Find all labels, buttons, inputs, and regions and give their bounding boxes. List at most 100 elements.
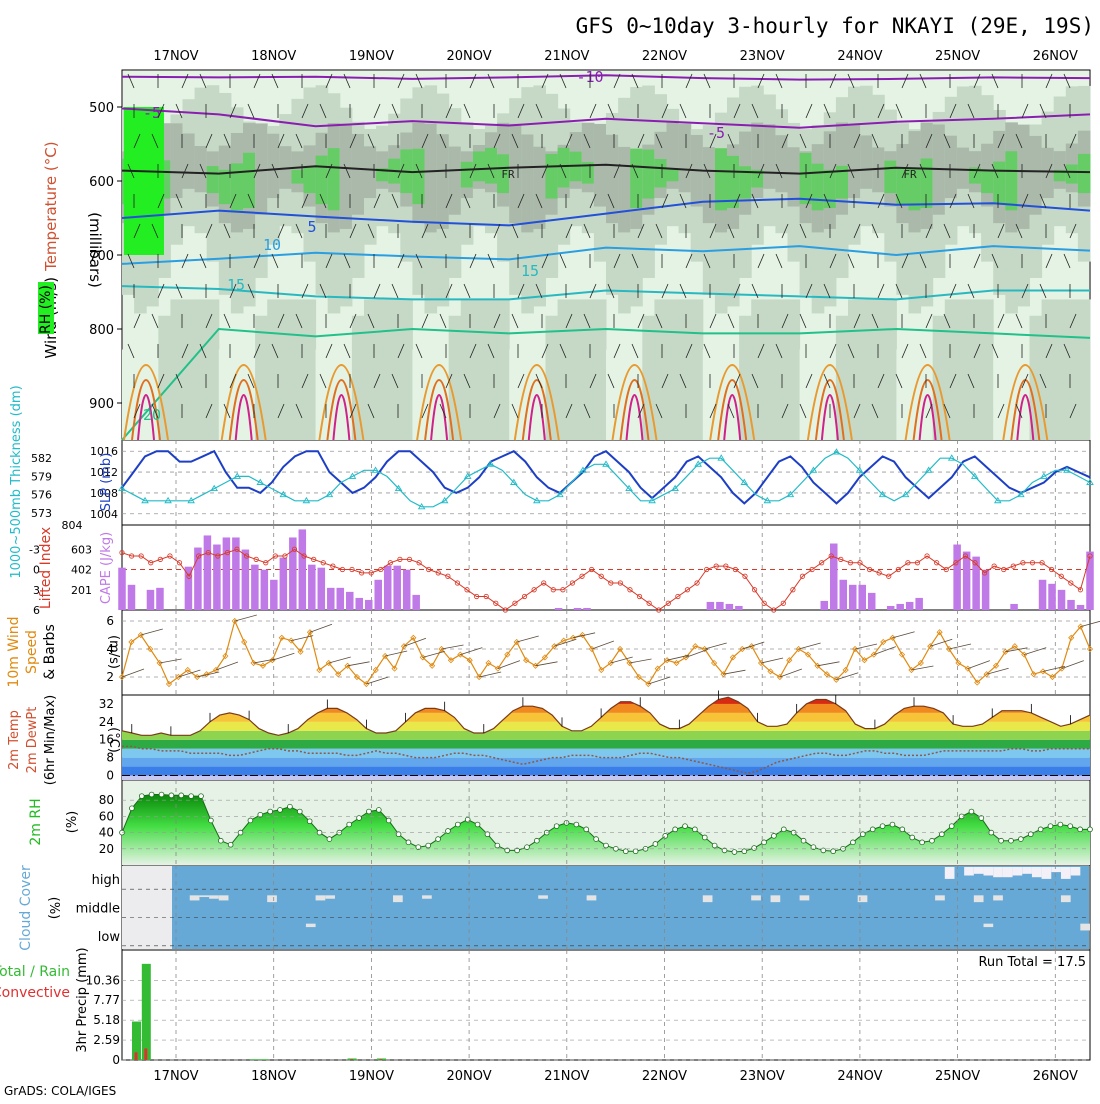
- lifted-marker: [157, 556, 163, 562]
- rh2m-marker: [1047, 823, 1054, 829]
- wind-barb: [583, 133, 591, 149]
- rh-band-green: [1005, 151, 1018, 211]
- wind-barb: [805, 373, 813, 389]
- rh2m-marker: [227, 841, 234, 848]
- cloud-gap-middle: [1060, 895, 1071, 903]
- wind-barb: [703, 163, 711, 179]
- wind-barb: [1069, 313, 1077, 329]
- surface-wind-barb: [347, 661, 370, 667]
- wind-barb: [679, 193, 687, 209]
- rh2m-marker: [1087, 826, 1093, 833]
- rh2m-marker: [583, 826, 590, 833]
- wind-barb: [679, 373, 687, 389]
- rh-label-swatch: [38, 282, 54, 334]
- rh2m-marker: [247, 817, 254, 824]
- rh-band-low: [218, 349, 232, 440]
- wind-speed-marker: [316, 666, 323, 674]
- wind-barb: [847, 73, 855, 89]
- rh-band-green: [412, 148, 425, 205]
- temp-tick-label: 32: [99, 697, 114, 711]
- surface-wind-barb: [1061, 660, 1084, 669]
- wind-barb: [991, 163, 999, 179]
- lifted-marker: [531, 587, 537, 593]
- wind-barb: [751, 283, 759, 299]
- cape-bar: [1086, 551, 1094, 610]
- wind-barb: [541, 253, 549, 269]
- wind-barb: [469, 73, 477, 89]
- wind-barb: [1069, 403, 1077, 419]
- wind-barb: [757, 343, 765, 359]
- wind-barb: [277, 313, 285, 329]
- surface-wind-barb: [986, 667, 1009, 675]
- top-x-tick-label: 21NOV: [544, 49, 589, 64]
- lifted-marker: [598, 573, 604, 579]
- wind-barb: [943, 133, 951, 149]
- wind-speed-marker: [259, 662, 267, 669]
- wind-barb: [1045, 253, 1053, 269]
- wind-axis-label-line1: 10m Wind: [6, 616, 22, 687]
- cloud-gap-middle: [393, 895, 403, 903]
- wind-speed-marker: [908, 666, 915, 674]
- isotherm-label: 20: [143, 406, 161, 424]
- wind-speed-marker: [992, 662, 1000, 669]
- rh-band-low: [884, 299, 897, 440]
- lifted-marker: [1029, 560, 1036, 566]
- surface-wind-barb: [234, 614, 257, 622]
- lifted-marker: [579, 573, 585, 579]
- rh-band-dark: [860, 135, 873, 189]
- temp-color-band: [122, 757, 1090, 767]
- wind-speed-marker: [391, 665, 398, 672]
- slp-tick-label: 1008: [90, 487, 118, 500]
- top-x-tick-label: 26NOV: [1033, 49, 1078, 64]
- lifted-marker: [186, 573, 192, 579]
- wind-barb: [751, 193, 759, 209]
- rh2m-marker: [514, 847, 520, 854]
- rh-blob-bright: [124, 107, 164, 255]
- rh2m-marker: [780, 826, 787, 833]
- wind-barb: [607, 103, 615, 119]
- wind-barb: [901, 343, 909, 359]
- top-x-tick-label: 22NOV: [642, 49, 687, 64]
- cape-bar: [839, 579, 848, 610]
- wind-speed-marker: [1049, 673, 1056, 681]
- wind-barb: [487, 73, 495, 89]
- rh-band-low: [763, 299, 776, 440]
- thickness-marker: [671, 484, 679, 492]
- cape-bar: [953, 544, 961, 610]
- lifted-marker: [282, 553, 288, 559]
- temperature-label: Temperature (°C): [42, 141, 60, 271]
- cloud-gap-middle: [189, 895, 200, 901]
- wind-barb: [685, 343, 693, 359]
- lifted-marker: [838, 556, 844, 562]
- rh-band-green: [1053, 169, 1067, 182]
- lifted-marker: [416, 560, 422, 566]
- wind-barb: [559, 253, 567, 269]
- cape-bar: [735, 605, 743, 610]
- wind-speed-marker: [382, 652, 389, 660]
- wind-speed-marker: [814, 662, 821, 669]
- precip-tick-label: 5.18: [93, 1013, 120, 1027]
- rh-band-low: [122, 349, 135, 440]
- thickness-marker: [740, 478, 749, 485]
- thickness-marker: [786, 490, 795, 498]
- wind-barb: [877, 103, 885, 119]
- wind-barb: [781, 403, 789, 419]
- surface-wind-barb: [930, 638, 953, 647]
- wind-barb: [223, 223, 231, 239]
- wind-speed-marker: [410, 634, 417, 641]
- top-x-tick-label: 20NOV: [447, 49, 492, 64]
- rh-band-dark: [1029, 135, 1043, 215]
- cape-bar: [374, 579, 382, 610]
- wind-barb: [901, 163, 909, 179]
- cape-bar: [583, 607, 591, 610]
- surface-wind-barb: [197, 671, 220, 678]
- rh-band-low: [581, 299, 595, 440]
- temp-color-band: [122, 703, 1090, 713]
- precip-axis-label: 3hr Precip (mm): [75, 947, 90, 1052]
- rh-band-low: [243, 372, 256, 440]
- lifted-marker: [704, 566, 710, 573]
- lifted-marker: [656, 607, 662, 613]
- surface-wind-barb: [366, 676, 389, 685]
- top-x-tick-label: 17NOV: [153, 49, 198, 64]
- wind-barb: [247, 103, 255, 119]
